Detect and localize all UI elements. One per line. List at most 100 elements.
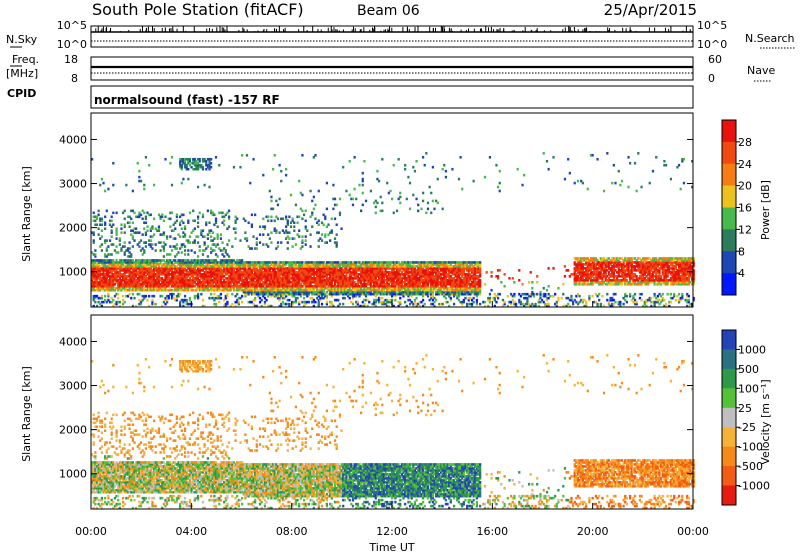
power-cell bbox=[374, 280, 377, 284]
power-cell bbox=[405, 282, 408, 286]
power-cell bbox=[165, 263, 169, 266]
power-cell bbox=[433, 280, 436, 284]
power-cell bbox=[335, 286, 338, 290]
power-cell bbox=[366, 261, 369, 264]
power-cell bbox=[426, 294, 430, 298]
power-cell bbox=[288, 298, 291, 302]
power-cell bbox=[421, 298, 425, 302]
power-cell bbox=[312, 269, 315, 272]
power-cell bbox=[187, 282, 190, 286]
power-cell bbox=[392, 265, 395, 268]
power-cell bbox=[112, 298, 115, 302]
power-cell bbox=[407, 269, 410, 272]
power-cell bbox=[470, 263, 474, 266]
power-cell bbox=[180, 286, 183, 290]
power-cell bbox=[289, 271, 293, 274]
power-cell bbox=[214, 219, 218, 223]
power-cell bbox=[436, 280, 439, 284]
power-cell bbox=[335, 271, 338, 274]
power-cell bbox=[353, 286, 356, 290]
power-cell bbox=[307, 290, 311, 294]
power-cell bbox=[304, 265, 307, 268]
power-cell bbox=[285, 290, 288, 294]
power-cell bbox=[242, 265, 245, 268]
power-cell bbox=[206, 163, 209, 167]
power-cell bbox=[229, 267, 232, 270]
power-cell bbox=[159, 267, 162, 270]
power-cell bbox=[399, 275, 402, 278]
power-cell bbox=[324, 294, 327, 298]
power-cell bbox=[452, 292, 456, 296]
power-cell bbox=[363, 284, 366, 288]
power-cell bbox=[200, 286, 203, 290]
power-cell bbox=[289, 292, 293, 296]
power-cell bbox=[408, 261, 412, 264]
power-cell bbox=[470, 280, 474, 284]
power-cell bbox=[361, 261, 364, 264]
power-cell bbox=[255, 279, 258, 282]
power-cell bbox=[421, 271, 425, 274]
power-cell bbox=[278, 263, 281, 266]
power-cell bbox=[236, 279, 239, 282]
power-cell bbox=[139, 279, 143, 282]
power-cell bbox=[192, 219, 195, 223]
power-cell bbox=[459, 284, 462, 288]
power-cell bbox=[99, 282, 102, 286]
power-cell bbox=[364, 261, 368, 264]
power-cell bbox=[329, 279, 332, 282]
power-cell bbox=[198, 273, 201, 276]
power-cell bbox=[340, 271, 343, 274]
power-cell bbox=[136, 271, 139, 274]
power-cell bbox=[208, 269, 211, 272]
power-cell bbox=[135, 267, 138, 270]
power-cell bbox=[333, 263, 337, 266]
power-cell bbox=[188, 286, 192, 290]
power-cell bbox=[435, 292, 438, 296]
power-cell bbox=[138, 179, 141, 183]
power-cell bbox=[386, 298, 389, 302]
power-cell bbox=[188, 235, 192, 238]
power-cell bbox=[421, 199, 425, 203]
power-cell bbox=[342, 286, 345, 290]
power-cell bbox=[275, 267, 278, 270]
power-cell bbox=[149, 279, 152, 282]
power-cell bbox=[151, 294, 154, 298]
power-cell bbox=[278, 304, 281, 308]
power-cell bbox=[210, 157, 213, 161]
power-cell bbox=[92, 298, 95, 302]
power-cell bbox=[417, 203, 420, 207]
power-cell bbox=[146, 284, 149, 288]
power-cell bbox=[302, 277, 306, 280]
power-cell bbox=[454, 286, 457, 290]
power-cell bbox=[185, 163, 188, 167]
power-cell bbox=[417, 273, 420, 276]
power-cell bbox=[421, 288, 425, 292]
power-cell bbox=[363, 263, 366, 266]
power-cell bbox=[258, 263, 262, 266]
power-cell bbox=[421, 304, 425, 308]
power-cell bbox=[224, 251, 227, 254]
power-cell bbox=[444, 275, 448, 278]
power-cell bbox=[330, 261, 333, 264]
power-cell bbox=[162, 241, 165, 244]
power-cell bbox=[433, 284, 436, 288]
power-cell bbox=[211, 288, 214, 292]
power-cell bbox=[117, 282, 120, 286]
power-cell bbox=[121, 286, 125, 290]
power-cell bbox=[205, 267, 208, 270]
power-cell bbox=[333, 241, 337, 244]
power-cell bbox=[329, 269, 332, 272]
power-cell bbox=[285, 292, 288, 296]
power-cell bbox=[407, 279, 410, 282]
power-cell bbox=[281, 284, 284, 288]
power-cell bbox=[183, 161, 187, 165]
power-cell bbox=[281, 265, 284, 268]
power-cell bbox=[161, 215, 164, 219]
power-cell bbox=[456, 294, 459, 298]
power-cell bbox=[324, 215, 327, 219]
power-cell bbox=[120, 284, 123, 288]
power-cell bbox=[364, 282, 368, 286]
power-cell bbox=[296, 290, 299, 294]
power-cell bbox=[201, 253, 205, 256]
power-cell bbox=[126, 255, 130, 258]
